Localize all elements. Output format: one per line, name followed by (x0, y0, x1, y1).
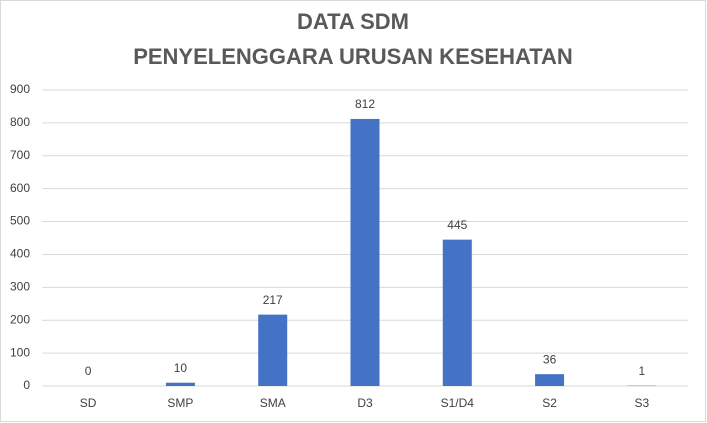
data-label: 10 (174, 361, 188, 375)
x-tick-label: D3 (357, 396, 373, 410)
x-tick-label: SD (80, 396, 97, 410)
y-tick-label: 400 (10, 247, 30, 261)
data-label: 217 (263, 293, 283, 307)
y-tick-label: 800 (10, 115, 30, 129)
y-tick-label: 500 (10, 214, 30, 228)
bar (535, 374, 565, 386)
chart-subtitle: PENYELENGGARA URUSAN KESEHATAN (133, 44, 573, 69)
data-label: 812 (355, 97, 375, 111)
x-tick-label: SMA (260, 396, 286, 410)
y-tick-label: 600 (10, 181, 30, 195)
chart-title: DATA SDM (297, 9, 409, 34)
y-tick-label: 900 (10, 82, 30, 96)
y-tick-label: 0 (23, 378, 30, 392)
bar (258, 314, 288, 386)
data-label: 0 (85, 364, 92, 378)
y-tick-label: 300 (10, 280, 30, 294)
y-tick-label: 100 (10, 345, 30, 359)
x-tick-label: S3 (635, 396, 650, 410)
x-tick-label: S1/D4 (441, 396, 475, 410)
data-label: 445 (447, 218, 467, 232)
bar (350, 118, 380, 386)
data-label: 1 (639, 364, 646, 378)
bar (442, 239, 472, 386)
y-tick-label: 700 (10, 148, 30, 162)
x-tick-label: S2 (542, 396, 557, 410)
x-tick-label: SMP (167, 396, 193, 410)
bar (165, 382, 195, 386)
data-label: 36 (543, 352, 557, 366)
y-tick-label: 200 (10, 312, 30, 326)
